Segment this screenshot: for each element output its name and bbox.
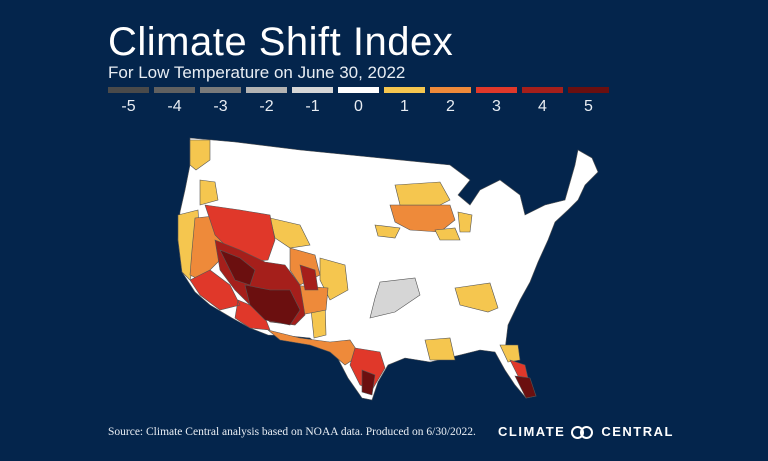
legend-item: 2 xyxy=(430,87,471,116)
region-csi-minus1-southcentral xyxy=(369,277,421,319)
legend-item: -5 xyxy=(108,87,149,116)
legend-swatch xyxy=(108,87,149,93)
legend-swatch xyxy=(568,87,609,93)
legend-label: 0 xyxy=(354,98,363,115)
legend-label: -1 xyxy=(305,98,320,115)
legend-swatch xyxy=(200,87,241,93)
legend-label: 3 xyxy=(492,98,501,115)
subtitle: For Low Temperature on June 30, 2022 xyxy=(108,63,406,82)
legend-label: -2 xyxy=(259,98,274,115)
legend-item: -3 xyxy=(200,87,241,116)
legend-swatch xyxy=(476,87,517,93)
region-csi-1-midwest xyxy=(374,181,521,363)
legend-item: 5 xyxy=(568,87,609,116)
legend-label: 5 xyxy=(584,98,593,115)
legend-item: -4 xyxy=(154,87,195,116)
legend-item: 4 xyxy=(522,87,563,116)
legend-swatch xyxy=(338,87,379,93)
legend-swatch xyxy=(384,87,425,93)
legend: -5 -4 -3 -2 -1 0 1 2 3 4 5 xyxy=(108,87,609,116)
legend-swatch xyxy=(154,87,195,93)
legend-item: 1 xyxy=(384,87,425,116)
source-note: Source: Climate Central analysis based o… xyxy=(108,426,476,438)
legend-label: 1 xyxy=(400,98,409,115)
legend-label: 4 xyxy=(538,98,547,115)
legend-item: 0 xyxy=(338,87,379,116)
legend-item: -2 xyxy=(246,87,287,116)
legend-swatch xyxy=(246,87,287,93)
legend-swatch xyxy=(522,87,563,93)
page-title: Climate Shift Index xyxy=(108,20,454,64)
legend-item: 3 xyxy=(476,87,517,116)
climate-central-logo: CLIMATE CENTRAL xyxy=(498,424,674,439)
brand-right: CENTRAL xyxy=(601,424,674,439)
infinity-logo-icon xyxy=(571,425,595,439)
legend-swatch xyxy=(430,87,471,93)
legend-item: -1 xyxy=(292,87,333,116)
brand-left: CLIMATE xyxy=(498,424,566,439)
legend-label: -4 xyxy=(167,98,182,115)
legend-swatch xyxy=(292,87,333,93)
legend-label: -3 xyxy=(213,98,228,115)
legend-label: -5 xyxy=(121,98,136,115)
region-csi-5-southwest xyxy=(219,249,376,396)
region-csi-5-florida xyxy=(514,375,537,399)
legend-label: 2 xyxy=(446,98,455,115)
